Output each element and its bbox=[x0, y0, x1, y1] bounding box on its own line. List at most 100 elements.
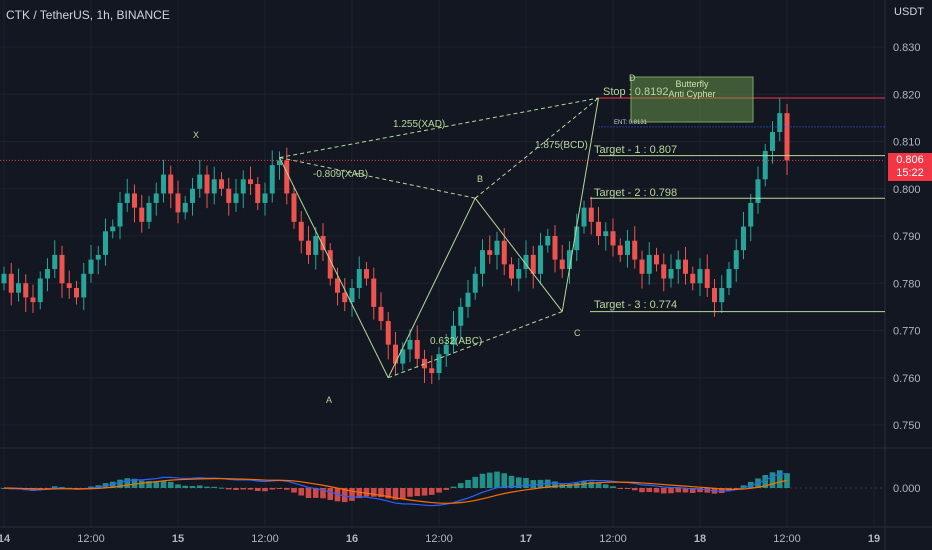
macd-histogram-bar bbox=[211, 486, 218, 488]
candle-body bbox=[530, 254, 536, 274]
candle-body bbox=[603, 231, 609, 236]
macd-histogram-bar bbox=[385, 488, 392, 499]
macd-histogram-bar bbox=[131, 478, 138, 488]
candles[interactable] bbox=[1, 98, 790, 384]
candle-body bbox=[146, 202, 152, 222]
candle-body bbox=[777, 113, 783, 133]
candle-body bbox=[277, 160, 282, 166]
macd-histogram-bar bbox=[414, 488, 421, 497]
macd-histogram-bar bbox=[233, 488, 239, 490]
candle-body bbox=[52, 254, 58, 270]
time-tick-label: 12:00 bbox=[599, 533, 627, 545]
macd-histogram-bar bbox=[494, 471, 500, 488]
pattern-ratio-line bbox=[279, 157, 476, 199]
macd-histogram-bar bbox=[269, 488, 276, 490]
candle-body bbox=[559, 259, 565, 270]
macd-histogram-bar bbox=[196, 485, 203, 488]
candle-body bbox=[95, 254, 101, 260]
macd-histogram-bar bbox=[523, 477, 529, 488]
candle-body bbox=[161, 174, 166, 194]
candle-body bbox=[327, 250, 333, 279]
price-axis[interactable]: 0.830 0.820 0.810 0.800 0.790 0.780 0.770 0.760… bbox=[893, 42, 921, 495]
macd-histogram-bar bbox=[189, 485, 196, 488]
time-tick-label: 12:00 bbox=[77, 533, 105, 545]
point-d-label: D bbox=[629, 73, 636, 83]
candle-body bbox=[248, 179, 253, 185]
candle-body bbox=[465, 292, 471, 307]
macd-histogram-bar bbox=[508, 475, 515, 488]
candle-body bbox=[719, 287, 725, 303]
macd-histogram-bar bbox=[218, 487, 225, 489]
candle-body bbox=[23, 283, 29, 298]
candle-body bbox=[407, 339, 413, 350]
macd-histogram-bar bbox=[776, 470, 783, 488]
macd-histogram-bar bbox=[146, 481, 152, 488]
candle-body bbox=[436, 354, 442, 374]
macd-histogram-bar bbox=[167, 481, 174, 488]
candle-body bbox=[204, 174, 210, 194]
candle-body bbox=[472, 273, 478, 293]
candle-body bbox=[480, 250, 485, 274]
macd-histogram-bar bbox=[160, 480, 167, 488]
macd-histogram-bar bbox=[88, 486, 94, 488]
candle-body bbox=[545, 236, 551, 246]
macd-pane bbox=[0, 470, 885, 507]
macd-histogram-bar bbox=[646, 488, 653, 493]
candle-body bbox=[741, 226, 746, 251]
macd-histogram-bar bbox=[689, 488, 696, 493]
macd-histogram-bar bbox=[581, 481, 587, 488]
candle-body bbox=[712, 287, 717, 303]
candle-body bbox=[335, 278, 340, 293]
time-tick-label: 18 bbox=[694, 533, 706, 545]
pattern-leg bbox=[561, 97, 599, 312]
macd-histogram-bar bbox=[312, 488, 319, 498]
stop-label: Stop : 0.8192 bbox=[603, 86, 669, 98]
macd-histogram-bar bbox=[436, 488, 442, 493]
time-tick-label: 17 bbox=[520, 533, 532, 545]
candle-body bbox=[349, 287, 355, 303]
macd-histogram-bar bbox=[262, 488, 268, 492]
candle-body bbox=[255, 184, 261, 203]
candle-body bbox=[81, 273, 87, 298]
candle-body bbox=[494, 240, 500, 255]
candle-body bbox=[581, 207, 587, 227]
macd-histogram-bar bbox=[595, 483, 602, 488]
point-c-label: C bbox=[574, 328, 581, 338]
symbol-title[interactable]: CTK / TetherUS, 1h, BINANCE bbox=[6, 8, 170, 22]
macd-histogram-bar bbox=[204, 486, 210, 488]
candle-body bbox=[429, 368, 435, 374]
candle-body bbox=[190, 188, 195, 203]
candle-body bbox=[393, 344, 398, 364]
point-b-label: B bbox=[477, 174, 484, 184]
macd-histogram-bar bbox=[51, 486, 58, 488]
candle-body bbox=[233, 193, 239, 203]
candle-body bbox=[400, 349, 406, 364]
candle-body bbox=[770, 132, 775, 151]
last-price-value: 0.806 bbox=[896, 154, 924, 166]
macd-histogram-bar bbox=[363, 488, 370, 497]
price-tick-label: 0.810 bbox=[893, 137, 921, 149]
macd-histogram-bar bbox=[617, 488, 624, 489]
macd-histogram-bar bbox=[276, 488, 283, 489]
macd-histogram-bar bbox=[327, 488, 334, 500]
candle-body bbox=[197, 174, 203, 189]
time-axis[interactable]: 1412:001512:001612:001712:001812:001912:… bbox=[0, 533, 932, 545]
ratio-abc: 0.632(ABC) bbox=[430, 336, 483, 347]
price-tick-label: 0.750 bbox=[893, 420, 921, 432]
last-price-tag: 0.806 15:22 bbox=[888, 153, 932, 181]
candle-body bbox=[704, 269, 710, 288]
point-x-label: X bbox=[193, 130, 200, 140]
candle-body bbox=[639, 259, 645, 274]
candle-body bbox=[690, 273, 696, 284]
target1-label: Target - 1 : 0.807 bbox=[594, 144, 678, 156]
candle-body bbox=[733, 250, 739, 270]
macd-histogram-bar bbox=[544, 479, 551, 488]
macd-histogram-bar bbox=[631, 488, 638, 491]
macd-histogram-bar bbox=[718, 488, 725, 494]
candle-body bbox=[574, 226, 580, 251]
candle-body bbox=[697, 269, 703, 284]
candle-body bbox=[683, 259, 688, 274]
macd-histogram-bar bbox=[501, 473, 508, 488]
ratio-xad: 1.255(XAD) bbox=[393, 119, 446, 130]
candle-body bbox=[16, 283, 21, 293]
